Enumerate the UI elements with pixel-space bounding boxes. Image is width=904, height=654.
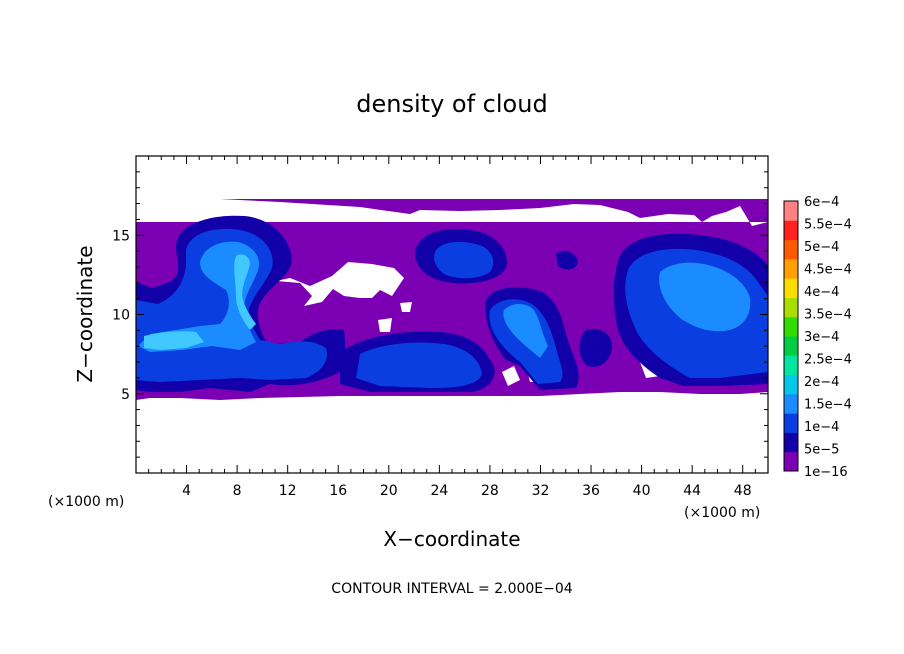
x-tick-label: 36	[582, 483, 600, 499]
x-tick-label: 28	[481, 483, 499, 499]
colorbar-swatch	[784, 239, 798, 260]
x-axis-title: X−coordinate	[383, 527, 520, 551]
chart-title: density of cloud	[356, 90, 547, 118]
axis-ticks	[136, 156, 768, 473]
colorbar-swatch	[784, 393, 798, 414]
colorbar-swatch	[784, 297, 798, 318]
y-tick-label: 5	[121, 387, 130, 403]
colorbar-swatch	[784, 413, 798, 433]
colorbar-label: 4.5e−4	[804, 263, 852, 278]
y-tick-label: 10	[112, 308, 130, 324]
colorbar-label: 5.5e−4	[804, 218, 852, 233]
hole-4	[502, 366, 520, 386]
hole-3	[400, 302, 412, 312]
colorbar-label: 2.5e−4	[804, 353, 852, 368]
colorbar-label: 1.5e−4	[804, 398, 852, 413]
plot-area	[136, 156, 768, 473]
colorbar-frame	[783, 200, 799, 472]
x-tick-label: 4	[182, 483, 191, 499]
y-axis-title: Z−coordinate	[73, 245, 97, 382]
colorbar-swatch	[784, 451, 798, 472]
colorbar-label: 6e−4	[804, 195, 839, 210]
y-tick-labels: 5 10 15	[112, 228, 130, 403]
contour-interval-note: CONTOUR INTERVAL = 2.000E−04	[331, 581, 572, 597]
colorbar-swatch	[784, 220, 798, 241]
x-tick-label: 20	[380, 483, 398, 499]
y-tick-label: 15	[112, 228, 130, 244]
colorbar-swatch	[784, 374, 798, 395]
colorbar-label: 5e−5	[804, 443, 839, 458]
x-tick-label: 44	[683, 483, 701, 499]
x-tick-label: 32	[532, 483, 550, 499]
colorbar: 1e−16 5e−5 1e−4 1.5e−4 2e−4 2.5e−4 3e−4 3.5e−4 4…	[783, 195, 852, 480]
level-1-5e-4	[138, 241, 751, 358]
colorbar-swatch	[784, 201, 798, 221]
colorbar-label: 2e−4	[804, 375, 839, 390]
x-axis-unit: (×1000 m)	[684, 505, 760, 521]
colorbar-swatch	[784, 432, 798, 453]
x-tick-label: 16	[329, 483, 347, 499]
colorbar-swatch	[784, 258, 798, 279]
colorbar-label: 4e−4	[804, 285, 839, 300]
colorbar-label: 1e−16	[804, 465, 848, 480]
x-tick-labels: 4 8 12 16 20 24 28 32 36 40 44 48	[182, 483, 752, 499]
hole-2	[378, 318, 392, 332]
x-tick-label: 12	[279, 483, 297, 499]
z-axis-unit: (×1000 m)	[48, 494, 124, 510]
level-2e-4	[144, 254, 256, 350]
colorbar-label: 3.5e−4	[804, 308, 852, 323]
colorbar-swatch	[784, 336, 798, 356]
x-tick-label: 24	[430, 483, 448, 499]
colorbar-swatch	[784, 316, 798, 337]
colorbar-label: 5e−4	[804, 240, 839, 255]
colorbar-swatch	[784, 355, 798, 376]
colorbar-swatch	[784, 278, 798, 298]
x-tick-label: 48	[734, 483, 752, 499]
x-tick-label: 40	[633, 483, 651, 499]
colorbar-label: 3e−4	[804, 330, 839, 345]
x-tick-label: 8	[233, 483, 242, 499]
hole-1	[276, 262, 404, 306]
colorbar-label: 1e−4	[804, 420, 839, 435]
